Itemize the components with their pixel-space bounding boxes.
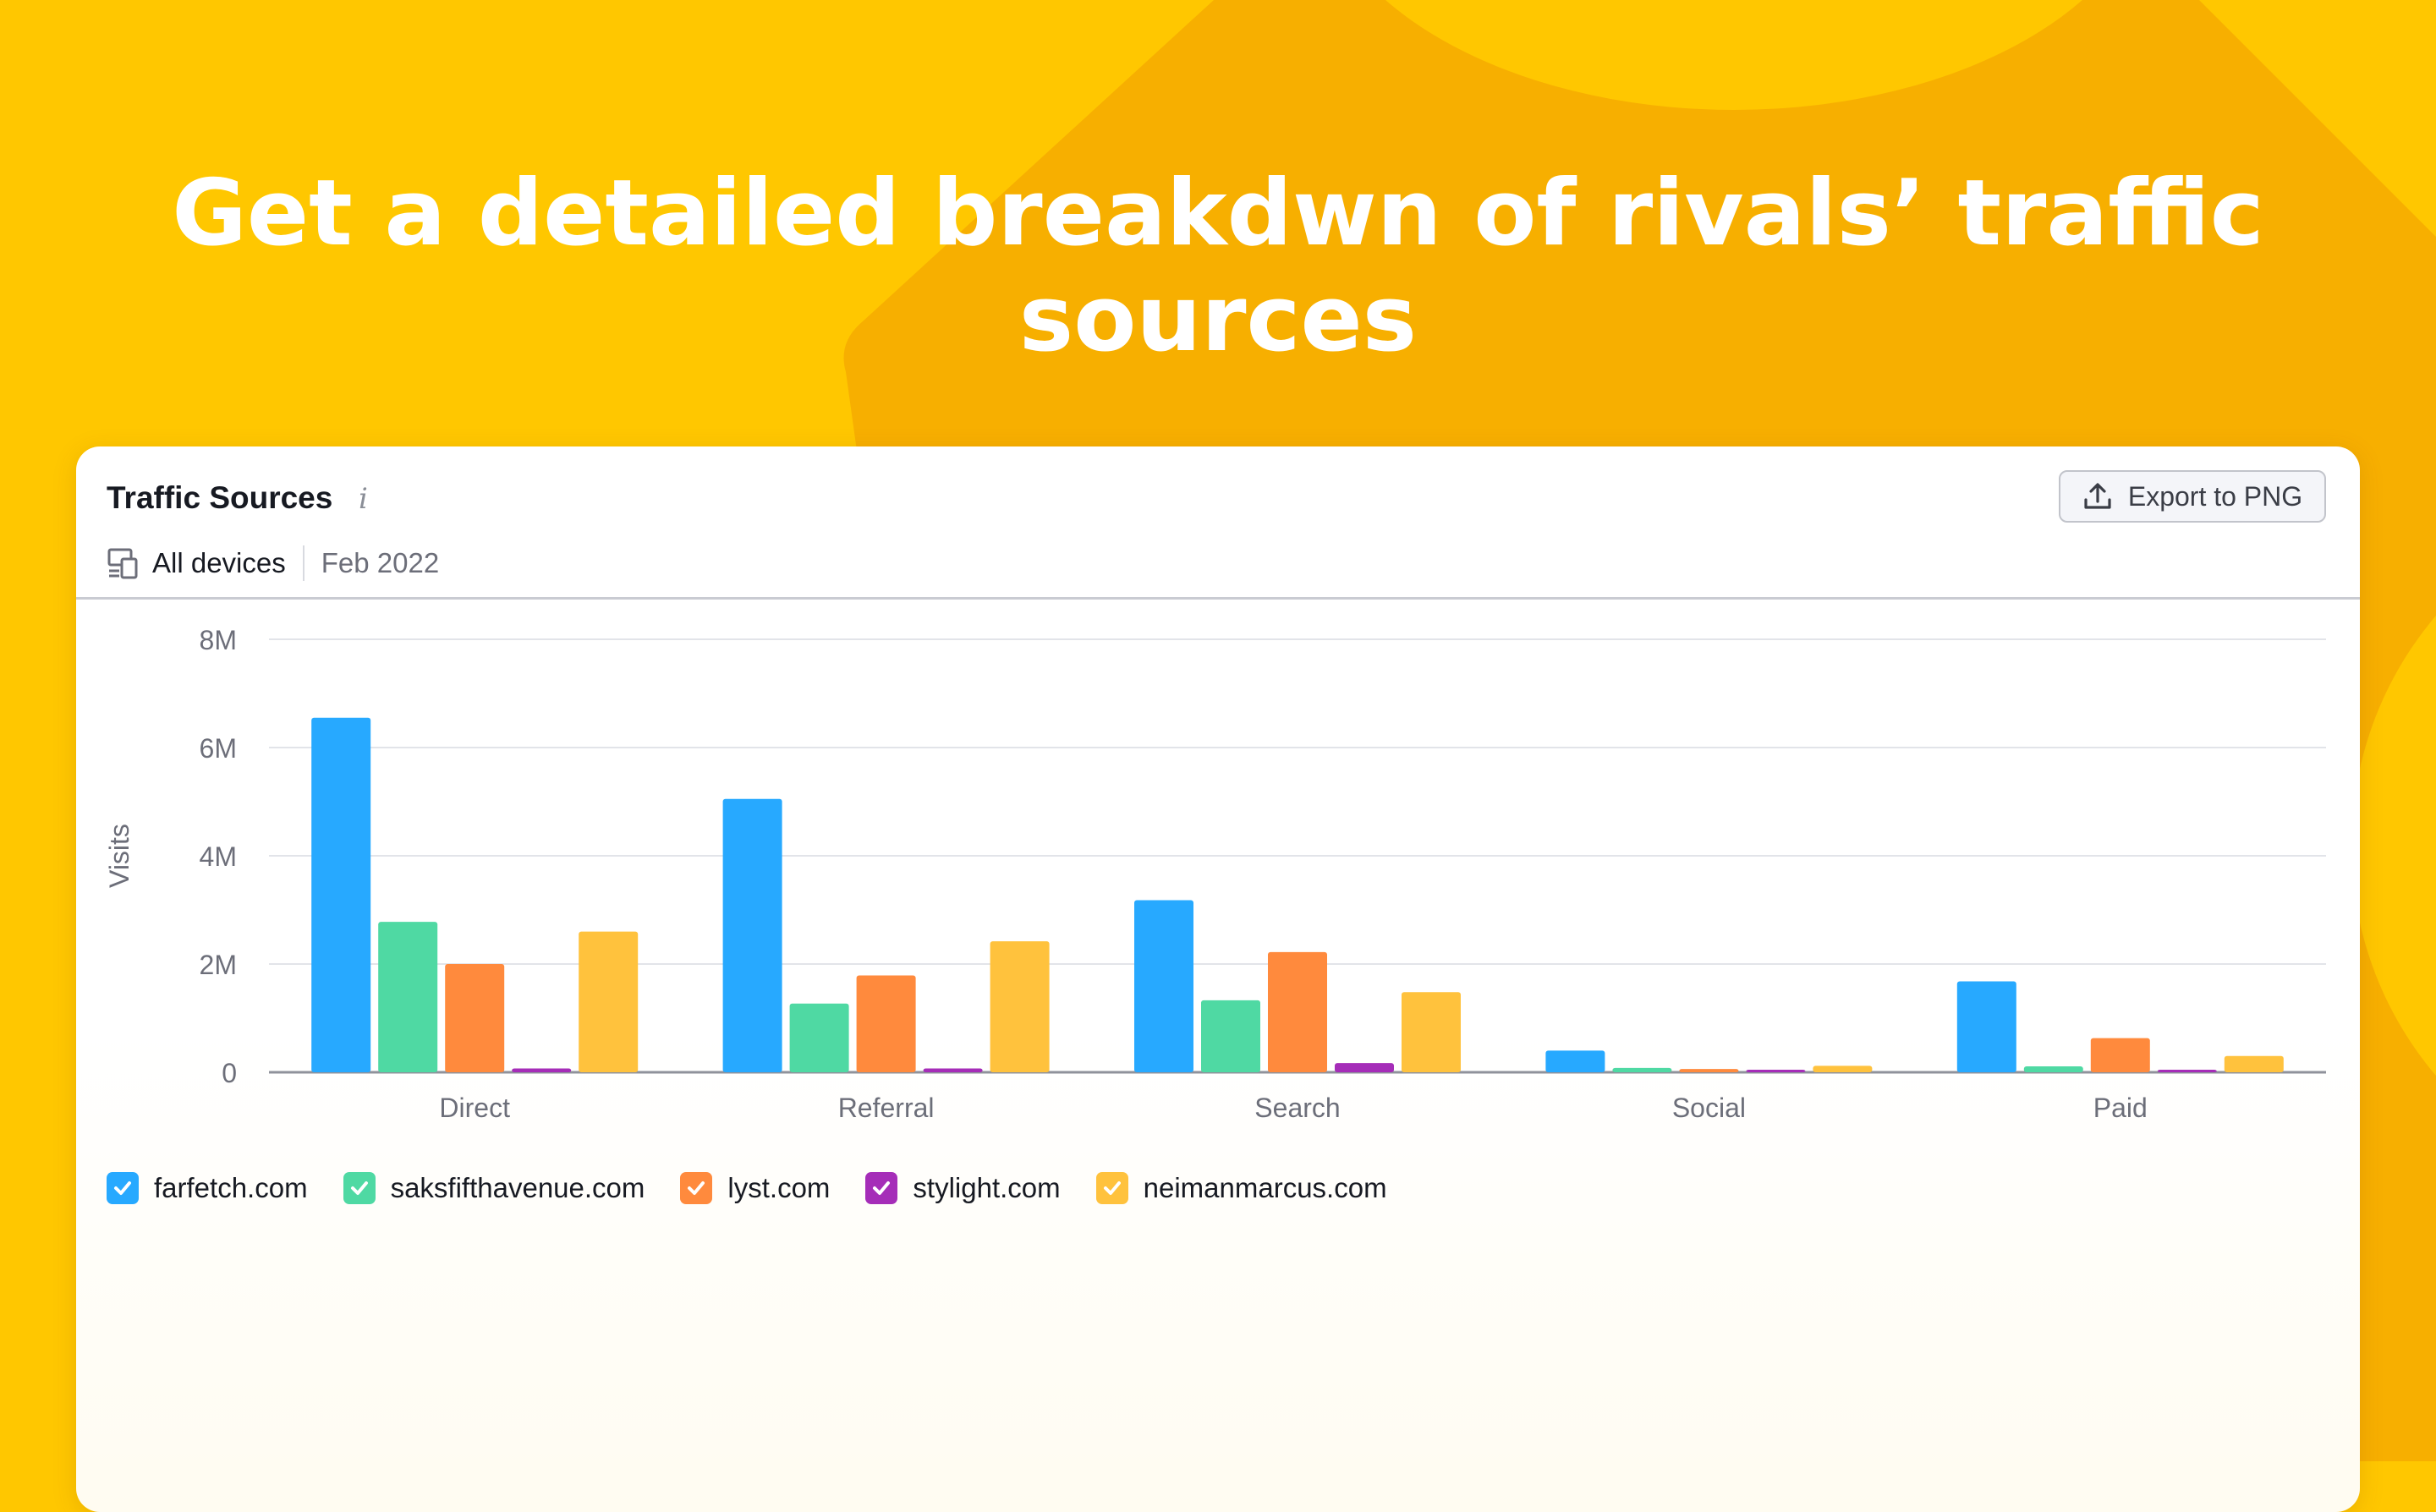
bar (1402, 992, 1461, 1072)
bar (1545, 1050, 1605, 1072)
bar (2157, 1070, 2217, 1072)
traffic-sources-card: Traffic Sources i All devices Feb 2022 E… (76, 446, 2360, 1512)
export-to-png-button[interactable]: Export to PNG (2059, 470, 2326, 523)
bar (445, 964, 505, 1072)
bar (923, 1068, 983, 1072)
legend-item[interactable]: saksfifthavenue.com (343, 1172, 645, 1204)
legend-item[interactable]: neimanmarcus.com (1095, 1172, 1387, 1204)
info-icon[interactable]: i (359, 482, 368, 516)
bar (722, 798, 782, 1072)
legend-label: lyst.com (727, 1172, 831, 1203)
bar (1956, 981, 2016, 1072)
legend-label: neimanmarcus.com (1143, 1172, 1387, 1203)
y-axis-label: Visits (104, 824, 134, 888)
devices-icon (107, 548, 138, 579)
bar (789, 1003, 849, 1072)
card-title: Traffic Sources (107, 480, 333, 515)
headline: Get a detailed breakdwn of rivals’ traff… (172, 161, 2264, 372)
y-tick-label: 6M (200, 733, 237, 764)
export-label: Export to PNG (2127, 480, 2303, 512)
bar (1813, 1066, 1873, 1072)
checkbox-checked-icon[interactable] (343, 1172, 376, 1204)
bar (1679, 1069, 1739, 1072)
header-divider (76, 597, 2360, 600)
y-tick-label: 8M (200, 625, 237, 655)
bar (1335, 1063, 1394, 1072)
device-filter[interactable]: All devices Feb 2022 (107, 543, 439, 583)
x-tick-label: Search (1254, 1093, 1340, 1123)
bar (1201, 1000, 1260, 1072)
checkbox-checked-icon[interactable] (680, 1172, 713, 1204)
x-tick-label: Paid (2093, 1093, 2148, 1123)
legend-item[interactable]: farfetch.com (107, 1172, 308, 1204)
y-tick-label: 2M (200, 950, 237, 980)
bar (311, 717, 371, 1072)
bar (856, 975, 916, 1072)
y-tick-label: 0 (222, 1058, 237, 1088)
bar (2090, 1038, 2150, 1072)
y-tick-label: 4M (200, 841, 237, 872)
devices-label: All devices (152, 547, 286, 578)
chart-legend: farfetch.com saksfifthavenue.com lyst.com s… (107, 1167, 1423, 1209)
bar (512, 1068, 572, 1072)
bar (2023, 1066, 2083, 1072)
bar (378, 922, 438, 1072)
checkbox-checked-icon[interactable] (1095, 1172, 1128, 1204)
bar (1612, 1067, 1672, 1072)
legend-label: stylight.com (913, 1172, 1061, 1203)
bar (1134, 900, 1193, 1072)
bar (990, 941, 1050, 1072)
x-tick-label: Social (1672, 1093, 1746, 1123)
bar (2224, 1055, 2284, 1072)
legend-label: saksfifthavenue.com (390, 1172, 645, 1203)
x-tick-label: Referral (838, 1093, 935, 1123)
bar (1746, 1070, 1806, 1072)
checkbox-checked-icon[interactable] (865, 1172, 898, 1204)
legend-item[interactable]: stylight.com (865, 1172, 1061, 1204)
checkbox-checked-icon[interactable] (107, 1172, 139, 1204)
legend-item[interactable]: lyst.com (680, 1172, 830, 1204)
separator (302, 545, 304, 581)
bar (579, 931, 639, 1072)
x-tick-label: Direct (439, 1093, 510, 1123)
legend-label: farfetch.com (154, 1172, 308, 1203)
bar (1268, 951, 1327, 1072)
traffic-bar-chart: 0 2M 4M 6M 8M Visits Direct Referral Search Socia… (104, 625, 2326, 1123)
upload-icon (2084, 483, 2111, 509)
date-label: Feb 2022 (321, 547, 440, 578)
